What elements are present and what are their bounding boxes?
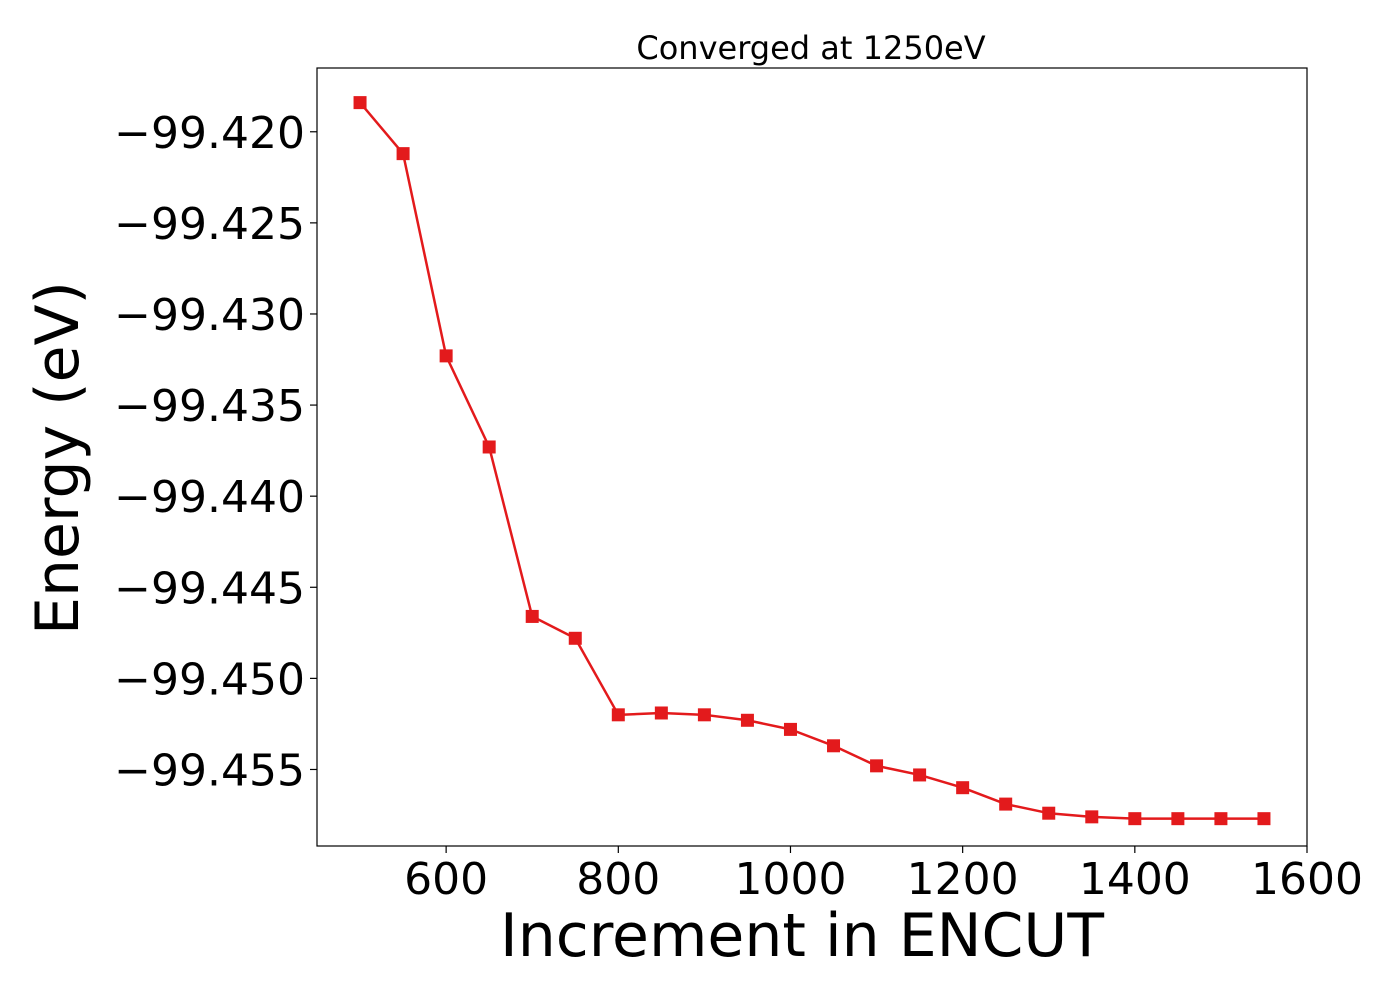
data-point-marker — [870, 759, 884, 773]
data-point-marker — [956, 781, 970, 795]
data-point-marker — [1171, 812, 1185, 826]
data-point-marker — [827, 739, 841, 753]
x-tick-label: 800 — [576, 854, 660, 905]
chart-title: Converged at 1250eV — [636, 29, 985, 67]
x-tick-label: 600 — [404, 854, 488, 905]
data-point-marker — [1128, 812, 1142, 826]
data-point-marker — [1214, 812, 1228, 826]
y-tick-label: −99.440 — [114, 472, 305, 523]
y-tick-label: −99.445 — [114, 563, 305, 614]
plot-area — [316, 67, 1308, 847]
data-point-marker — [439, 349, 453, 363]
x-tick-label: 1400 — [1079, 854, 1191, 905]
y-tick-label: −99.455 — [114, 745, 305, 796]
y-axis-ticks: −99.420 −99.425 −99.430 −99.435 −99.440 −99.4… — [114, 108, 317, 796]
series-line — [359, 101, 1264, 820]
x-tick-label: 1200 — [907, 854, 1019, 905]
x-tick-label: 1600 — [1251, 854, 1363, 905]
data-point-marker — [353, 96, 367, 110]
x-axis-title: Increment in ENCUT — [500, 901, 1104, 971]
data-point-marker — [913, 768, 927, 782]
x-axis-ticks: 600 800 1000 1200 1400 1600 — [404, 846, 1363, 905]
data-point-marker — [783, 722, 797, 736]
data-point-marker — [999, 797, 1013, 811]
plot-frame — [316, 67, 1308, 847]
data-point-marker — [697, 708, 711, 722]
data-point-marker — [525, 609, 539, 623]
data-point-marker — [654, 706, 668, 720]
data-point-marker — [1085, 810, 1099, 824]
x-tick-label: 1000 — [734, 854, 846, 905]
y-tick-label: −99.450 — [114, 654, 305, 705]
y-tick-label: −99.420 — [114, 108, 305, 159]
data-point-marker — [740, 713, 754, 727]
y-tick-label: −99.430 — [114, 290, 305, 341]
data-point-marker — [1042, 806, 1056, 820]
data-point-marker — [611, 708, 625, 722]
data-point-marker — [482, 440, 496, 454]
y-tick-label: −99.425 — [114, 199, 305, 250]
data-point-marker — [568, 631, 582, 645]
data-point-marker — [396, 147, 410, 161]
y-axis-title: Energy (eV) — [23, 281, 93, 635]
y-tick-label: −99.435 — [114, 381, 305, 432]
data-point-marker — [1257, 812, 1271, 826]
